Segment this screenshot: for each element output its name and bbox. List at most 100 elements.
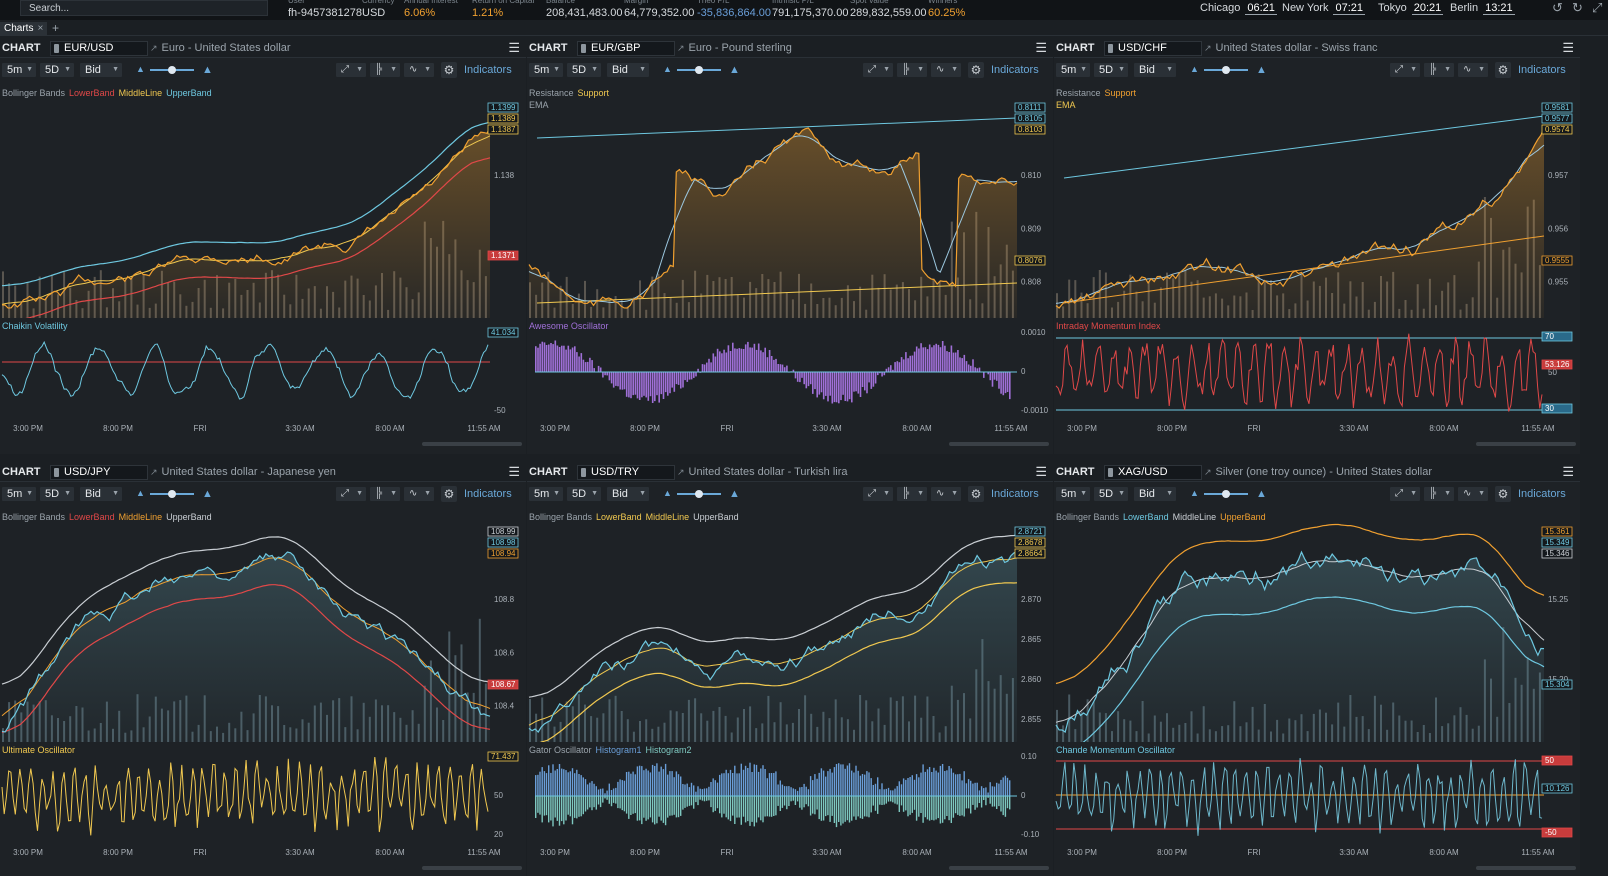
zoom-out-icon[interactable]: ▲ (1190, 488, 1199, 498)
slider-knob[interactable] (168, 66, 176, 74)
symbol-input[interactable]: USD/TRY (577, 465, 675, 480)
interval-select[interactable]: 5m ▼ (1056, 487, 1090, 501)
main-price-chart[interactable]: 1.138 1.1399 1.1389 1.1387 1.1371 (0, 98, 526, 318)
slider-knob[interactable] (168, 490, 176, 498)
indicator-chart[interactable]: 80502071.437 (0, 747, 526, 845)
chart-type-button[interactable]: ╠ ▼ (370, 63, 400, 77)
slider-knob[interactable] (695, 490, 703, 498)
slider-knob[interactable] (1222, 66, 1230, 74)
zoom-slider[interactable] (150, 490, 194, 498)
indicators-button[interactable]: Indicators (1518, 64, 1566, 76)
gear-icon[interactable]: ⚙ (968, 62, 984, 78)
study-button[interactable]: ∿ ▼ (404, 63, 434, 77)
expand-icon[interactable]: ⤢ (1592, 0, 1603, 15)
draw-tool-button[interactable]: ⤢ ▼ (1390, 63, 1420, 77)
add-tab-icon[interactable]: + (52, 21, 60, 35)
slider-knob[interactable] (1222, 490, 1230, 498)
zoom-slider[interactable] (677, 66, 721, 74)
zoom-in-icon[interactable]: ▲ (1256, 64, 1267, 76)
draw-tool-button[interactable]: ⤢ ▼ (336, 487, 366, 501)
study-button[interactable]: ∿ ▼ (931, 63, 961, 77)
indicator-chart[interactable]: 50 10.126 -50 (1054, 747, 1580, 845)
zoom-out-icon[interactable]: ▲ (136, 64, 145, 74)
hamburger-menu-icon[interactable]: ☰ (1035, 40, 1047, 55)
zoom-in-icon[interactable]: ▲ (729, 488, 740, 500)
indicators-button[interactable]: Indicators (991, 488, 1039, 500)
indicators-button[interactable]: Indicators (1518, 488, 1566, 500)
time-scrollbar[interactable] (949, 442, 1049, 446)
main-price-chart[interactable]: 0.957 0.956 0.955 0.9581 0.9577 0.9574 0.9555 (1054, 98, 1580, 318)
time-scrollbar[interactable] (422, 442, 522, 446)
zoom-slider[interactable] (1204, 66, 1248, 74)
refresh-icon[interactable]: ↻ (1572, 0, 1583, 15)
slider-knob[interactable] (695, 66, 703, 74)
range-select[interactable]: 5D ▼ (40, 63, 74, 77)
price-type-select[interactable]: Bid ▼ (1134, 63, 1176, 77)
time-scrollbar[interactable] (1476, 442, 1576, 446)
hamburger-menu-icon[interactable]: ☰ (508, 464, 520, 479)
interval-select[interactable]: 5m ▼ (2, 63, 36, 77)
time-scrollbar[interactable] (1476, 866, 1576, 870)
price-type-select[interactable]: Bid ▼ (607, 63, 649, 77)
zoom-in-icon[interactable]: ▲ (202, 64, 213, 76)
interval-select[interactable]: 5m ▼ (529, 487, 563, 501)
draw-tool-button[interactable]: ⤢ ▼ (863, 487, 893, 501)
gear-icon[interactable]: ⚙ (1495, 62, 1511, 78)
main-price-chart[interactable]: 2.870 2.865 2.860 2.855 2.8721 2.8678 2.8664 (527, 522, 1053, 742)
main-price-chart[interactable]: 108.8 108.6 108.4 108.99 108.98 108.94 108.67 (0, 522, 526, 742)
zoom-out-icon[interactable]: ▲ (663, 488, 672, 498)
range-select[interactable]: 5D ▼ (567, 63, 601, 77)
draw-tool-button[interactable]: ⤢ ▼ (863, 63, 893, 77)
symbol-input[interactable]: USD/JPY (50, 465, 148, 480)
indicator-chart[interactable]: 0.10 0 -0.10 (527, 747, 1053, 845)
main-price-chart[interactable]: 15.25 15.20 15.361 15.349 15.346 15.304 (1054, 522, 1580, 742)
close-icon[interactable]: × (37, 23, 44, 34)
price-type-select[interactable]: Bid ▼ (1134, 487, 1176, 501)
time-scrollbar[interactable] (422, 866, 522, 870)
price-type-select[interactable]: Bid ▼ (607, 487, 649, 501)
draw-tool-button[interactable]: ⤢ ▼ (336, 63, 366, 77)
interval-select[interactable]: 5m ▼ (529, 63, 563, 77)
gear-icon[interactable]: ⚙ (1495, 486, 1511, 502)
chart-type-button[interactable]: ╠ ▼ (897, 63, 927, 77)
symbol-input[interactable]: EUR/USD (50, 41, 148, 56)
price-type-select[interactable]: Bid ▼ (80, 63, 122, 77)
hamburger-menu-icon[interactable]: ☰ (508, 40, 520, 55)
undo-icon[interactable]: ↺ (1552, 0, 1563, 15)
chart-type-button[interactable]: ╠ ▼ (1424, 63, 1454, 77)
symbol-input[interactable]: USD/CHF (1104, 41, 1202, 56)
chart-type-button[interactable]: ╠ ▼ (897, 487, 927, 501)
study-button[interactable]: ∿ ▼ (1458, 63, 1488, 77)
gear-icon[interactable]: ⚙ (441, 486, 457, 502)
indicators-button[interactable]: Indicators (464, 488, 512, 500)
symbol-input[interactable]: EUR/GBP (577, 41, 675, 56)
indicator-chart[interactable]: 50 70 53.126 30 (1054, 323, 1580, 421)
zoom-out-icon[interactable]: ▲ (1190, 64, 1199, 74)
zoom-in-icon[interactable]: ▲ (1256, 488, 1267, 500)
zoom-out-icon[interactable]: ▲ (663, 64, 672, 74)
zoom-out-icon[interactable]: ▲ (136, 488, 145, 498)
indicator-chart[interactable]: 0.0010 0 -0.0010 (527, 323, 1053, 421)
symbol-input[interactable]: XAG/USD (1104, 465, 1202, 480)
range-select[interactable]: 5D ▼ (40, 487, 74, 501)
zoom-in-icon[interactable]: ▲ (202, 488, 213, 500)
zoom-in-icon[interactable]: ▲ (729, 64, 740, 76)
interval-select[interactable]: 5m ▼ (1056, 63, 1090, 77)
hamburger-menu-icon[interactable]: ☰ (1562, 40, 1574, 55)
zoom-slider[interactable] (150, 66, 194, 74)
hamburger-menu-icon[interactable]: ☰ (1035, 464, 1047, 479)
search-input[interactable] (20, 0, 268, 16)
chart-type-button[interactable]: ╠ ▼ (1424, 487, 1454, 501)
study-button[interactable]: ∿ ▼ (1458, 487, 1488, 501)
gear-icon[interactable]: ⚙ (968, 486, 984, 502)
draw-tool-button[interactable]: ⤢ ▼ (1390, 487, 1420, 501)
indicators-button[interactable]: Indicators (464, 64, 512, 76)
study-button[interactable]: ∿ ▼ (931, 487, 961, 501)
study-button[interactable]: ∿ ▼ (404, 487, 434, 501)
hamburger-menu-icon[interactable]: ☰ (1562, 464, 1574, 479)
range-select[interactable]: 5D ▼ (1094, 63, 1128, 77)
zoom-slider[interactable] (1204, 490, 1248, 498)
chart-type-button[interactable]: ╠ ▼ (370, 487, 400, 501)
tab-charts[interactable]: Charts × (0, 22, 48, 36)
